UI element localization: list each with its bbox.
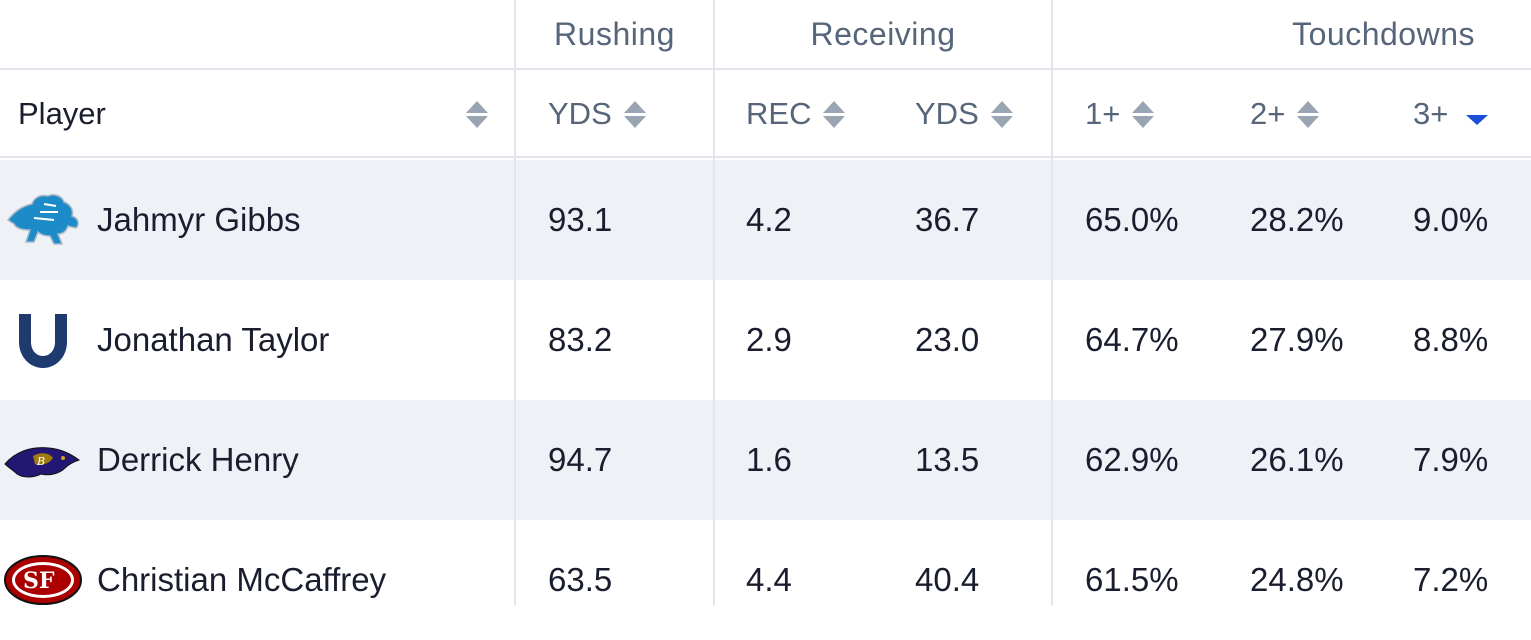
- rec-value: 2.9: [746, 321, 792, 358]
- column-header-td2[interactable]: 2+: [1250, 70, 1320, 158]
- player-name[interactable]: Derrick Henry: [97, 441, 299, 478]
- column-header-label: YDS: [915, 96, 979, 131]
- sort-icon[interactable]: [990, 100, 1013, 128]
- column-header-td3[interactable]: 3+: [1413, 70, 1489, 158]
- sort-icon[interactable]: [1132, 100, 1155, 128]
- column-header-receiving-yds[interactable]: YDS: [915, 70, 1013, 158]
- group-header-touchdowns: Touchdowns: [1292, 15, 1475, 52]
- group-header-receiving: Receiving: [810, 15, 956, 52]
- receiving-yds-value: 40.4: [915, 561, 980, 598]
- td1-value: 65.0%: [1085, 201, 1179, 238]
- group-header-divider: [0, 68, 1531, 70]
- rushing-yds-value: 83.2: [548, 321, 613, 358]
- receiving-yds-value: 36.7: [915, 201, 980, 238]
- detroit-lions-logo: [2, 160, 84, 280]
- td1-value: 61.5%: [1085, 561, 1179, 598]
- rec-value: 4.4: [746, 561, 792, 598]
- column-header-label: 1+: [1085, 96, 1121, 131]
- indianapolis-colts-logo: [2, 280, 84, 400]
- receiving-yds-value: 13.5: [915, 441, 980, 478]
- table-row: [0, 400, 1531, 520]
- td3-value: 8.8%: [1413, 321, 1489, 358]
- sort-icon[interactable]: [623, 100, 646, 128]
- td1-value: 62.9%: [1085, 441, 1179, 478]
- group-header-rushing: Rushing: [554, 15, 675, 52]
- player-name[interactable]: Jahmyr Gibbs: [97, 201, 301, 238]
- td2-value: 28.2%: [1250, 201, 1344, 238]
- column-header-label: YDS: [548, 96, 612, 131]
- td1-value: 64.7%: [1085, 321, 1179, 358]
- sort-icon[interactable]: [823, 100, 846, 128]
- column-header-label: Player: [18, 96, 106, 131]
- column-header-player[interactable]: Player: [18, 70, 488, 158]
- rec-value: 1.6: [746, 441, 792, 478]
- sort-icon[interactable]: [466, 100, 488, 128]
- svg-text:SF: SF: [23, 568, 55, 594]
- player-name[interactable]: Jonathan Taylor: [97, 321, 330, 358]
- table-row: [0, 160, 1531, 280]
- column-header-label: 3+: [1413, 96, 1449, 131]
- column-header-label: REC: [746, 96, 812, 131]
- baltimore-ravens-logo: B: [2, 400, 84, 520]
- column-header-label: 2+: [1250, 96, 1286, 131]
- rushing-yds-value: 63.5: [548, 561, 613, 598]
- receiving-yds-value: 23.0: [915, 321, 980, 358]
- rushing-yds-value: 93.1: [548, 201, 613, 238]
- sort-descending-icon[interactable]: [1466, 115, 1489, 125]
- td2-value: 27.9%: [1250, 321, 1344, 358]
- td3-value: 7.2%: [1413, 561, 1489, 598]
- rec-value: 4.2: [746, 201, 792, 238]
- column-header-rec[interactable]: REC: [746, 70, 846, 158]
- column-header-divider: [0, 156, 1531, 158]
- column-header-rushing-yds[interactable]: YDS: [548, 70, 646, 158]
- player-name[interactable]: Christian McCaffrey: [97, 561, 387, 598]
- san-francisco-49ers-logo: SF: [2, 520, 84, 640]
- td3-value: 9.0%: [1413, 201, 1489, 238]
- td2-value: 24.8%: [1250, 561, 1344, 598]
- td2-value: 26.1%: [1250, 441, 1344, 478]
- column-divider: [514, 0, 516, 605]
- sort-icon[interactable]: [1297, 100, 1320, 128]
- column-header-td1[interactable]: 1+: [1085, 70, 1155, 158]
- column-divider: [713, 0, 715, 605]
- td3-value: 7.9%: [1413, 441, 1489, 478]
- rushing-yds-value: 94.7: [548, 441, 613, 478]
- column-divider: [1051, 0, 1053, 605]
- svg-text:B: B: [36, 455, 45, 468]
